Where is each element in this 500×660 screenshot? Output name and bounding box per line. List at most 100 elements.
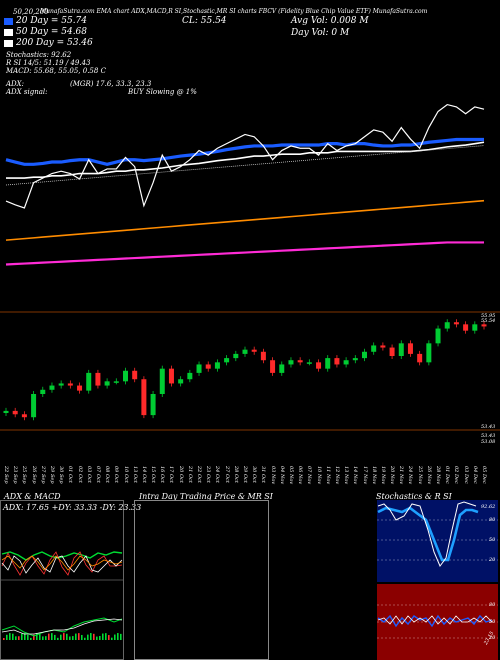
- macd-bar: [102, 633, 104, 640]
- candle-body: [251, 349, 257, 352]
- close-readout: CL: 55.54: [182, 16, 227, 26]
- macd-bar: [117, 633, 119, 640]
- intra-panel-title: Intra Day Trading Price & MR SI: [139, 492, 273, 501]
- candle-body: [95, 372, 101, 386]
- macd-bar: [39, 633, 41, 640]
- adx-panel-values: ADX: 17.65 +DY: 33.33 -DY: 23.33: [3, 503, 142, 512]
- candle-body: [77, 385, 83, 391]
- candle-body: [104, 381, 110, 386]
- macd-bar: [36, 633, 38, 640]
- stoch-label-4: 20: [489, 557, 496, 563]
- macd-bar: [15, 636, 17, 640]
- candle-body: [168, 368, 174, 384]
- candle-body: [316, 362, 322, 369]
- top-left-code: 50,20,200: [13, 8, 49, 16]
- candle-body: [352, 358, 358, 361]
- macd-bar: [78, 633, 80, 640]
- candle-body: [444, 322, 450, 329]
- adx-signal-value: BUY Slowing @ 1%: [128, 88, 197, 96]
- macd-bar: [69, 636, 71, 640]
- candle-body: [481, 324, 487, 327]
- macd-bar: [84, 637, 86, 640]
- candle-body: [67, 383, 73, 386]
- ema50-swatch-icon: [4, 29, 13, 36]
- ema200-swatch-icon: [4, 40, 13, 47]
- macd-bar: [66, 633, 68, 640]
- price-label-bottom-3: 53.08: [481, 439, 496, 445]
- macd-bar: [96, 636, 98, 640]
- macd-bar: [21, 633, 23, 640]
- macd-bar: [9, 633, 11, 640]
- stoch-label-1: 92.62: [481, 504, 496, 510]
- candle-body: [58, 383, 64, 386]
- candle-body: [187, 372, 193, 380]
- candle-body: [260, 351, 266, 361]
- stoch-panel-title: Stochastics & R SI: [376, 492, 452, 501]
- candle-body: [426, 343, 432, 363]
- chart-title: MunafaSutra.com EMA chart ADX,MACD,R SI,…: [40, 8, 428, 15]
- candle-body: [417, 353, 423, 363]
- macd-bar: [27, 634, 29, 640]
- candle-body: [205, 364, 211, 369]
- macd-bar: [12, 633, 14, 640]
- macd-bar: [33, 634, 35, 640]
- macd-bar: [6, 634, 8, 640]
- macd-bar: [3, 638, 5, 640]
- macd-bar: [18, 636, 20, 640]
- price-label-top-2: 55.54: [481, 318, 496, 324]
- macd-bar: [24, 633, 26, 640]
- candle-body: [279, 364, 285, 373]
- macd-bar: [108, 635, 110, 640]
- candle-body: [242, 349, 248, 354]
- candle-body: [132, 370, 138, 380]
- adx-panel-title: ADX & MACD: [4, 492, 61, 501]
- mrsi-label-2: 50: [489, 619, 496, 625]
- price-label-top-1: 55.95: [481, 313, 496, 319]
- candle-body: [306, 362, 312, 364]
- candle-body: [233, 353, 239, 359]
- day-volume: Day Vol: 0 M: [291, 28, 350, 38]
- ref-line-0: [5, 199, 485, 241]
- macd-bar: [48, 633, 50, 640]
- macd-readout: MACD: 55.68, 55.05, 0.58 C: [6, 67, 106, 75]
- candle-body: [453, 322, 459, 325]
- candle-body: [435, 328, 441, 344]
- stochastics-readout: Stochastics: 92.62: [6, 51, 72, 59]
- adx-signal-label: ADX signal:: [6, 88, 48, 96]
- mrsi-label-3: 20: [489, 635, 496, 641]
- macd-bar: [30, 637, 32, 640]
- macd-bar: [120, 633, 122, 640]
- candle-body: [343, 360, 349, 365]
- candle-body: [463, 324, 469, 331]
- series-line-1: [6, 141, 485, 179]
- macd-bar: [63, 633, 65, 640]
- candle-body: [12, 410, 18, 415]
- stochastics-panel: [377, 500, 498, 582]
- stoch-label-2: 80: [489, 517, 496, 523]
- candle-body: [371, 345, 377, 352]
- candle-body: [113, 381, 119, 383]
- macd-bar: [51, 633, 53, 640]
- macd-bar: [90, 633, 92, 640]
- candle-body: [141, 379, 147, 416]
- macd-bar: [87, 634, 89, 640]
- macd-bar: [57, 637, 59, 640]
- candle-body: [297, 360, 303, 363]
- candle-body: [380, 345, 386, 348]
- macd-bar: [54, 634, 56, 640]
- macd-bar: [42, 636, 44, 640]
- mrsi-label-1: 80: [489, 602, 496, 608]
- series-line-3: [5, 103, 485, 209]
- candle-body: [159, 368, 165, 394]
- avg-volume: Avg Vol: 0.008 M: [291, 16, 369, 26]
- series-line-0: [5, 137, 484, 166]
- candle-body: [389, 347, 395, 356]
- candle-body: [150, 394, 156, 416]
- rsi-readout: R SI 14/5: 51.19 / 49.43: [6, 59, 91, 67]
- candle-body: [407, 343, 413, 354]
- candle-body: [288, 360, 294, 365]
- candle-body: [123, 370, 128, 382]
